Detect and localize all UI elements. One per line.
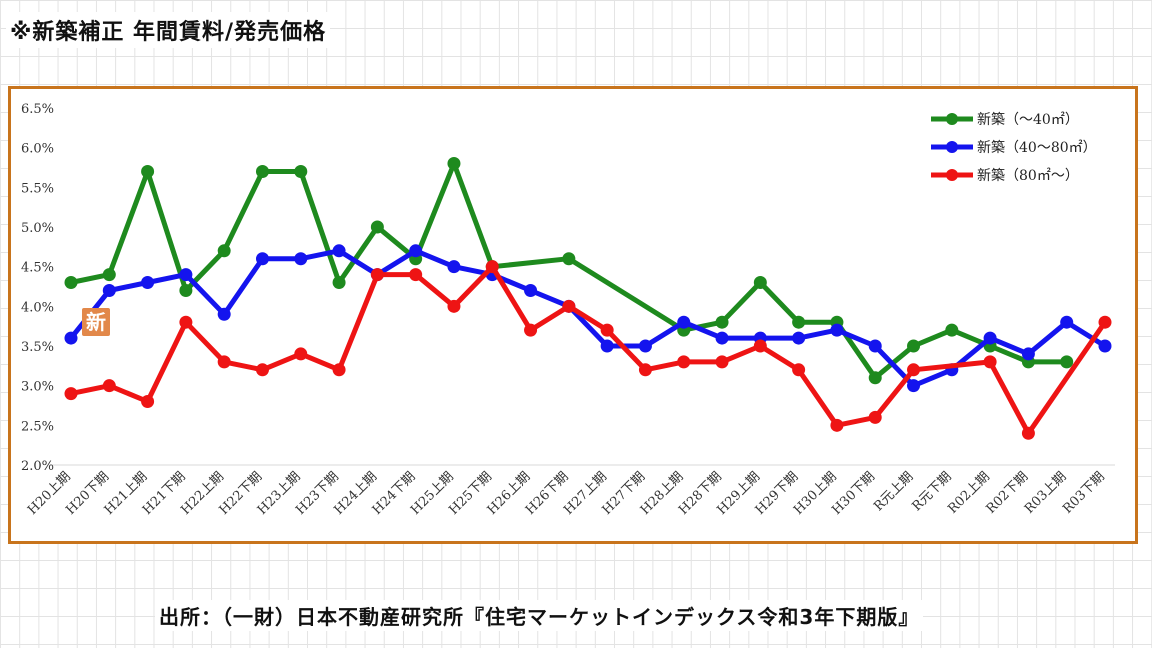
series-1-point [945, 323, 959, 337]
series-3-point [868, 410, 882, 424]
series-1-point [332, 276, 346, 290]
series-3-point [715, 355, 729, 369]
series-2-point [677, 315, 691, 329]
series-3-point [600, 323, 614, 337]
series-2-point [332, 244, 346, 258]
series-1-point [294, 164, 308, 178]
series-3-point [983, 355, 997, 369]
page-title: ※新築補正 年間賃料/発売価格 [6, 12, 331, 48]
series-3-point [64, 387, 78, 401]
series-1-point [141, 164, 155, 178]
x-tick-label: R元上期 [871, 469, 916, 514]
series-2-point [141, 276, 155, 290]
series-line-3 [68, 264, 1108, 436]
series-2-point [1098, 339, 1112, 353]
legend-marker-1 [946, 113, 958, 125]
series-1-point [447, 157, 461, 171]
series-1-point [715, 315, 729, 329]
series-line-1 [68, 161, 1070, 381]
series-line-2 [68, 248, 1108, 389]
series-3-point [907, 363, 921, 377]
chart-frame: 6.5% 6.0% 5.5% 5.0% 4.5% 4.0% 3.5% 3.0% 2.5% 2.0%… [8, 86, 1138, 544]
series-2-point [524, 283, 538, 297]
y-tick-label: 4.5% [21, 261, 54, 276]
x-tick-label: R03下期 [1060, 469, 1108, 517]
series-1-point [255, 164, 269, 178]
series-2-point [64, 331, 78, 345]
series-1-point [1060, 355, 1074, 369]
series-2-point [409, 244, 423, 258]
series-1-point [179, 283, 193, 297]
series-3-point [830, 418, 844, 432]
series-3-point [217, 355, 231, 369]
series-2-point [868, 339, 882, 353]
series-1-point [217, 244, 231, 258]
series-2-point [600, 339, 614, 353]
series-1-point [868, 371, 882, 385]
legend-label-2: 新築（40～80㎡） [977, 140, 1097, 156]
series-3-point [753, 339, 767, 353]
series-2-point [983, 331, 997, 345]
series-3-point [102, 379, 116, 393]
series-2-point [102, 283, 116, 297]
y-tick-label: 3.5% [21, 340, 54, 355]
y-tick-label: 5.5% [21, 181, 54, 196]
legend-label-3: 新築（80㎡～） [977, 168, 1079, 184]
series-3-point [370, 268, 384, 282]
series-2-point [830, 323, 844, 337]
series-3-point [1021, 426, 1035, 440]
series-3-point [1098, 315, 1112, 329]
series-3-point [409, 268, 423, 282]
y-tick-label: 6.0% [21, 142, 54, 157]
series-3-point [524, 323, 538, 337]
series-1-point [102, 268, 116, 282]
series-1-point [753, 276, 767, 290]
series-1-point [562, 252, 576, 266]
source-note: 出所：（一財）日本不動産研究所『住宅マーケットインデックス令和3年下期版』 [155, 600, 924, 631]
y-tick-label: 6.5% [21, 102, 54, 117]
series-1-point [792, 315, 806, 329]
new-badge-icon: 新 [82, 308, 110, 336]
series-1-point [907, 339, 921, 353]
y-tick-label: 4.0% [21, 300, 54, 315]
series-3-point [255, 363, 269, 377]
y-tick-label: 2.5% [21, 419, 54, 434]
series-3-point [485, 260, 499, 274]
series-2-point [294, 252, 308, 266]
series-3-point [677, 355, 691, 369]
y-tick-label: 2.0% [21, 459, 54, 474]
series-1-point [370, 220, 384, 234]
series-3-point [294, 347, 308, 361]
series-1-point [64, 276, 78, 290]
series-3-point [332, 363, 346, 377]
legend-marker-3 [946, 169, 958, 181]
legend-label-1: 新築（～40㎡） [977, 112, 1079, 128]
series-2-point [638, 339, 652, 353]
y-tick-label: 3.0% [21, 380, 54, 395]
y-tick-label: 5.0% [21, 221, 54, 236]
series-3-point [447, 299, 461, 313]
series-2-point [792, 331, 806, 345]
x-tick-label: H30下期 [829, 469, 878, 518]
series-2-point [715, 331, 729, 345]
legend-marker-2 [946, 141, 958, 153]
series-2-point [447, 260, 461, 274]
series-2-point [217, 307, 231, 321]
series-2-point [907, 379, 921, 393]
line-chart: 6.5% 6.0% 5.5% 5.0% 4.5% 4.0% 3.5% 3.0% 2.5% 2.0%… [21, 102, 1115, 518]
series-3-point [141, 395, 155, 409]
series-2-point [1060, 315, 1074, 329]
series-3-point [638, 363, 652, 377]
series-2-point [255, 252, 269, 266]
series-3-point [792, 363, 806, 377]
series-3-point [562, 299, 576, 313]
series-3-point [179, 315, 193, 329]
series-2-point [179, 268, 193, 282]
series-2-point [1021, 347, 1035, 361]
